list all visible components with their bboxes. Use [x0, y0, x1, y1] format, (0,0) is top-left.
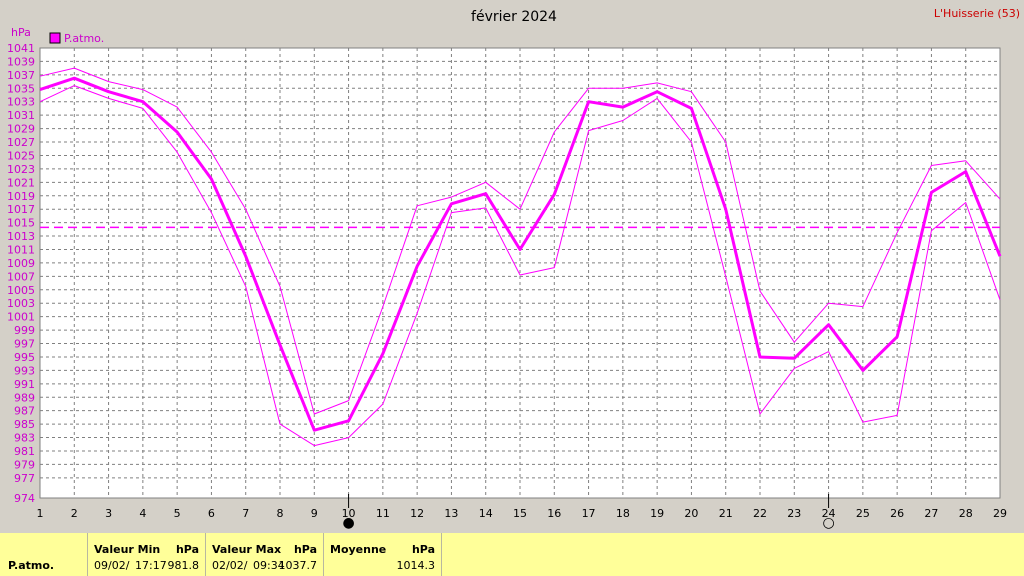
stats-max-cell: Valeur Max hPa 02/02/ 09:34 1037.7: [206, 533, 324, 576]
x-tick-label: 8: [277, 507, 284, 520]
x-tick-label: 13: [444, 507, 458, 520]
y-tick-label: 1039: [7, 55, 35, 68]
stats-mean-cell: Moyenne hPa 1014.3: [324, 533, 442, 576]
x-tick-label: 16: [547, 507, 561, 520]
stats-row-label: P.atmo.: [8, 559, 55, 572]
x-tick-label: 4: [139, 507, 146, 520]
y-axis: 9749779799819839859879899919939959979991…: [7, 42, 35, 505]
y-tick-label: 991: [14, 378, 35, 391]
stats-row-label-cell: P.atmo.: [0, 533, 88, 576]
stats-max-label: Valeur Max: [212, 543, 282, 556]
series-min-line: [39, 85, 1001, 447]
stats-mean-unit: hPa: [411, 543, 435, 556]
y-tick-label: 1001: [7, 311, 35, 324]
stats-mean-label: Moyenne: [330, 543, 387, 556]
x-tick-label: 3: [105, 507, 112, 520]
y-tick-label: 974: [14, 492, 35, 505]
x-tick-label: 22: [753, 507, 767, 520]
stats-min-cell: Valeur Min hPa 09/02/ 17:17 981.8: [88, 533, 206, 576]
stats-min-label: Valeur Min: [94, 543, 161, 556]
x-tick-label: 17: [582, 507, 596, 520]
y-unit-label: hPa: [11, 26, 31, 39]
x-tick-label: 20: [684, 507, 698, 520]
y-tick-label: 979: [14, 458, 35, 471]
x-tick-label: 6: [208, 507, 215, 520]
full-moon-marker: ○: [822, 515, 834, 531]
x-tick-label: 12: [410, 507, 424, 520]
stats-max-time: 09:34: [253, 559, 285, 572]
y-tick-label: 1013: [7, 230, 35, 243]
y-tick-label: 977: [14, 472, 35, 485]
y-tick-label: 1033: [7, 96, 35, 109]
y-tick-label: 1021: [7, 176, 35, 189]
y-tick-label: 1015: [7, 217, 35, 230]
x-tick-label: 5: [174, 507, 181, 520]
y-tick-label: 1007: [7, 270, 35, 283]
x-tick-label: 7: [242, 507, 249, 520]
stats-panel: P.atmo. Valeur Min hPa 09/02/ 17:17 981.…: [0, 533, 1024, 576]
legend-label: P.atmo.: [64, 32, 104, 45]
x-tick-label: 21: [719, 507, 733, 520]
stats-min-date: 09/02/: [94, 559, 130, 572]
moon-phase-markers: ● ○: [342, 494, 835, 531]
y-tick-label: 993: [14, 364, 35, 377]
x-tick-label: 10: [342, 507, 356, 520]
x-tick-label: 11: [376, 507, 390, 520]
y-tick-label: 989: [14, 391, 35, 404]
y-tick-label: 985: [14, 418, 35, 431]
series-mean-line: [39, 76, 1002, 432]
x-tick-label: 15: [513, 507, 527, 520]
stats-min-value: 981.8: [167, 559, 200, 572]
stats-max-unit: hPa: [293, 543, 317, 556]
stats-max-value: 1037.7: [278, 559, 318, 572]
stats-mean-value: 1014.3: [396, 559, 436, 572]
y-tick-label: 995: [14, 351, 35, 364]
x-axis: 1 2 3 4 5 6 7 8 9 10 11 12 13 14 15 16 17 18 19 20 21 22 23 24 2…: [37, 507, 1008, 520]
y-tick-label: 981: [14, 445, 35, 458]
y-tick-label: 1037: [7, 69, 35, 82]
chart-title: février 2024: [471, 9, 557, 25]
grid: [40, 48, 1000, 498]
y-tick-label: 999: [14, 324, 35, 337]
x-tick-label: 25: [856, 507, 870, 520]
x-tick-label: 28: [959, 507, 973, 520]
y-tick-label: 1003: [7, 297, 35, 310]
x-tick-label: 24: [822, 507, 836, 520]
pressure-chart: février 2024 L'Huisserie (53) hPa P.atmo…: [7, 7, 1020, 531]
x-tick-label: 14: [479, 507, 493, 520]
y-tick-label: 1023: [7, 163, 35, 176]
y-tick-label: 987: [14, 405, 35, 418]
legend-swatch: [49, 32, 61, 44]
series-layer: [39, 67, 1002, 447]
y-tick-label: 1019: [7, 190, 35, 203]
stats-max-date: 02/02/: [212, 559, 248, 572]
y-tick-label: 997: [14, 338, 35, 351]
x-tick-label: 26: [890, 507, 904, 520]
location-label: L'Huisserie (53): [934, 7, 1020, 20]
stats-min-time: 17:17: [135, 559, 167, 572]
new-moon-marker: ●: [342, 515, 354, 531]
x-tick-label: 23: [787, 507, 801, 520]
y-tick-label: 1025: [7, 149, 35, 162]
x-tick-label: 1: [37, 507, 44, 520]
y-tick-label: 983: [14, 432, 35, 445]
series-max-line: [39, 67, 1001, 415]
y-tick-label: 1041: [7, 42, 35, 55]
y-tick-label: 1035: [7, 82, 35, 95]
x-tick-label: 9: [311, 507, 318, 520]
y-tick-label: 1011: [7, 243, 35, 256]
stats-min-unit: hPa: [175, 543, 199, 556]
x-tick-label: 19: [650, 507, 664, 520]
y-tick-label: 1027: [7, 136, 35, 149]
y-tick-label: 1031: [7, 109, 35, 122]
x-tick-label: 29: [993, 507, 1007, 520]
y-tick-label: 1017: [7, 203, 35, 216]
y-tick-label: 1005: [7, 284, 35, 297]
x-tick-label: 18: [616, 507, 630, 520]
y-tick-label: 1029: [7, 123, 35, 136]
x-tick-label: 2: [71, 507, 78, 520]
x-tick-label: 27: [924, 507, 938, 520]
y-tick-label: 1009: [7, 257, 35, 270]
